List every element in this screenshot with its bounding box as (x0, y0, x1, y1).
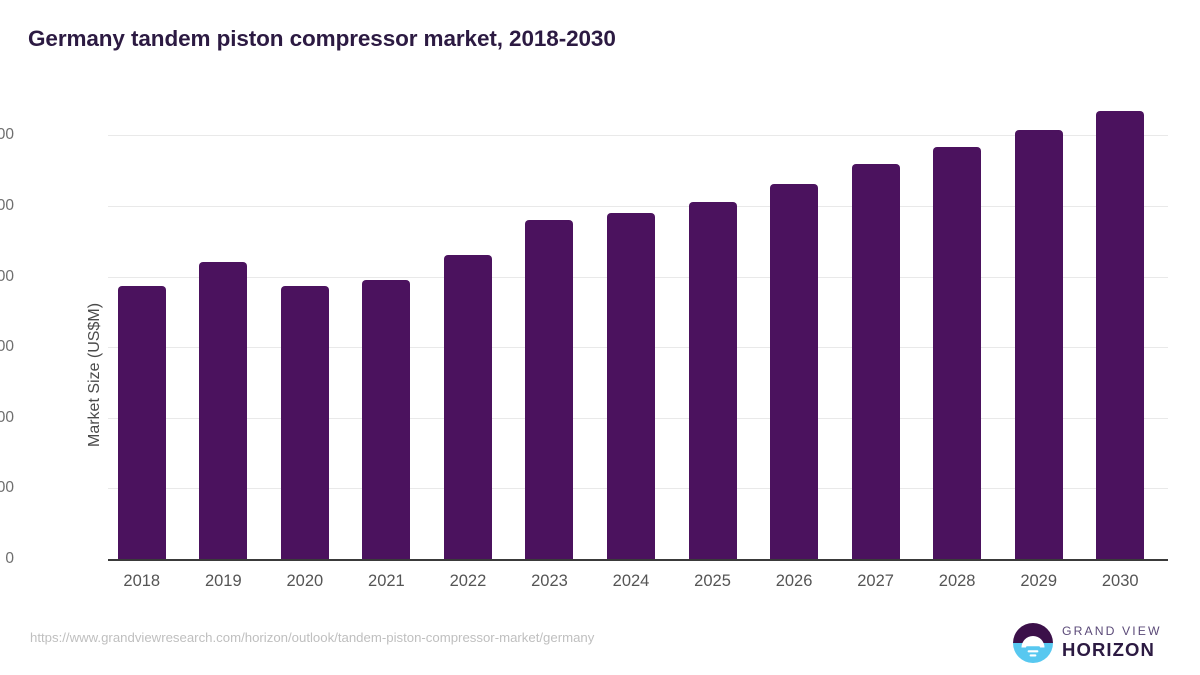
bar[interactable] (933, 146, 982, 559)
brand-logo[interactable]: GRAND VIEW HORIZON (1012, 620, 1172, 666)
y-axis-tick-label: 400 (0, 267, 14, 285)
x-axis-tick-label: 2024 (612, 572, 650, 590)
bar[interactable] (280, 285, 329, 559)
x-axis-tick-label: 2030 (1101, 572, 1139, 590)
bar[interactable] (688, 201, 737, 559)
y-axis-tick-label: 300 (0, 338, 14, 356)
bars-group (108, 100, 1168, 559)
x-axis-tick-label: 2023 (531, 572, 568, 590)
source-url[interactable]: https://www.grandviewresearch.com/horizo… (30, 630, 595, 645)
x-axis-tick-label: 2027 (857, 572, 894, 590)
bar[interactable] (362, 280, 411, 559)
x-axis-tick-label: 2028 (938, 572, 976, 590)
x-axis-tick-label: 2021 (368, 572, 405, 590)
x-axis-tick-label: 2018 (123, 572, 161, 590)
x-axis-tick-label: 2026 (775, 572, 813, 590)
page-title: Germany tandem piston compressor market,… (28, 26, 616, 51)
logo-line-grand-view: GRAND VIEW (1062, 624, 1162, 638)
y-axis-tick-label: 600 (0, 126, 14, 144)
logo-line-horizon: HORIZON (1062, 639, 1156, 660)
horizon-logo-icon (1013, 623, 1053, 663)
x-axis-line (108, 559, 1168, 561)
bar[interactable] (1014, 129, 1063, 559)
y-axis-tick-label: 200 (0, 408, 14, 426)
bar[interactable] (199, 261, 248, 559)
x-axis-tick-label: 2022 (449, 572, 487, 590)
bar[interactable] (607, 213, 655, 559)
y-axis-tick-label: 500 (0, 196, 14, 214)
bar[interactable] (525, 220, 574, 559)
gridline (108, 205, 1168, 207)
logo-wordmark: GRAND VIEW HORIZON (1062, 624, 1172, 660)
x-axis-tick-label: 2019 (204, 572, 242, 590)
bar[interactable] (117, 286, 166, 559)
bar[interactable] (851, 164, 900, 559)
bar[interactable] (1096, 111, 1145, 559)
gridline (108, 135, 1168, 137)
bar[interactable] (443, 254, 492, 559)
x-axis-tick-label: 2025 (694, 572, 731, 590)
y-axis-title: Market Size (US$M) (86, 302, 103, 447)
y-axis-tick-label: 100 (0, 479, 14, 497)
y-axis-tick-label: 0 (5, 550, 14, 567)
bar[interactable] (770, 184, 819, 559)
x-axis-tick-label: 2020 (286, 572, 324, 590)
x-axis-tick-label: 2029 (1020, 572, 1058, 590)
